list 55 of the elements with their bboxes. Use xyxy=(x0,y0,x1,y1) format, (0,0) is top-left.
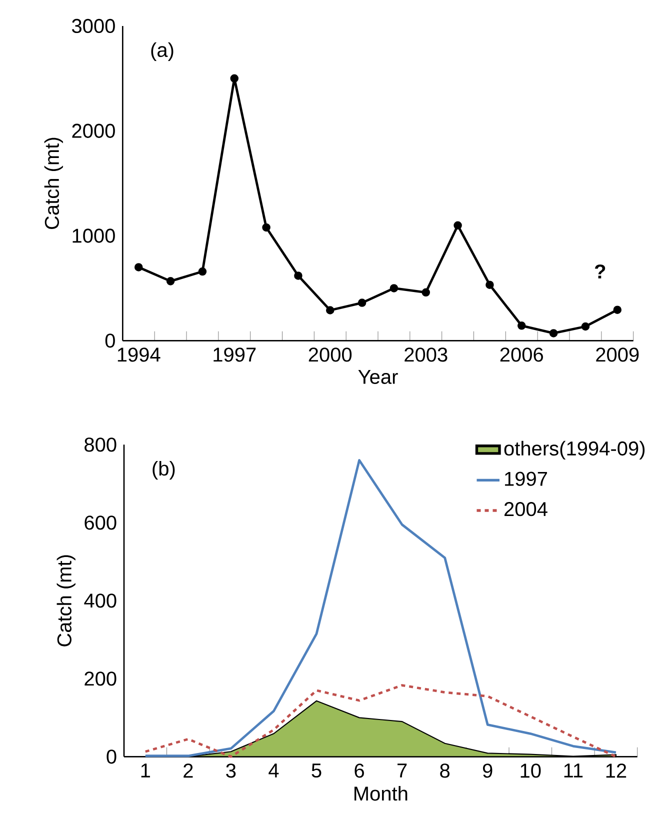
x-axis-title: Year xyxy=(358,370,398,384)
legend-label: 2004 xyxy=(504,502,548,516)
y-tick-label: 1000 xyxy=(72,228,115,243)
point xyxy=(134,263,143,272)
x-tick-label: 9 xyxy=(482,764,492,778)
point xyxy=(198,267,206,276)
point xyxy=(549,329,558,338)
legend-label: others(1994-09) xyxy=(504,440,644,460)
x-tick-label: 10 xyxy=(520,764,540,778)
line-series xyxy=(144,459,617,758)
x-tick-label: 4 xyxy=(268,764,278,778)
x-tick-label: 12 xyxy=(606,764,626,778)
x-tick-label: 1 xyxy=(141,764,150,778)
x-tick-label: 2000 xyxy=(308,348,352,362)
x-tick-label: 2 xyxy=(183,764,192,778)
y-tick-label: 3000 xyxy=(72,18,115,34)
x-tick-label: 6 xyxy=(354,764,364,778)
point xyxy=(422,288,430,297)
x-tick-label: 11 xyxy=(564,764,582,778)
x-tick-label: 2009 xyxy=(596,348,638,362)
point xyxy=(453,221,462,230)
x-tick-label: 1994 xyxy=(118,348,160,362)
point xyxy=(485,280,494,289)
point xyxy=(581,322,590,331)
x-tick-label: 3 xyxy=(226,764,236,778)
text: (a) xyxy=(151,42,173,61)
point xyxy=(294,272,302,280)
point xyxy=(262,223,270,232)
point xyxy=(166,277,174,286)
y-axis-title: Catch (mt) xyxy=(56,555,76,646)
y-tick-label: 400 xyxy=(84,594,116,608)
x-axis-title: Month xyxy=(354,786,407,801)
point xyxy=(326,306,334,314)
text: (b) xyxy=(152,460,174,480)
annotation: ? xyxy=(594,264,605,278)
x-tick-label: 8 xyxy=(440,764,450,778)
y-tick-label: 600 xyxy=(84,516,116,530)
x-tick-label: 5 xyxy=(312,764,321,778)
y-axis-title: Catch (mt) xyxy=(44,138,63,229)
point xyxy=(230,74,238,83)
y-tick-label: 0 xyxy=(106,750,116,764)
line-series xyxy=(144,684,617,758)
y-tick-label: 0 xyxy=(105,334,115,348)
point xyxy=(517,322,526,330)
y-tick-label: 800 xyxy=(84,438,116,452)
x-tick-label: 2003 xyxy=(404,348,448,362)
x-tick-label: 1997 xyxy=(213,348,256,362)
point xyxy=(613,306,622,314)
y-tick-label: 2000 xyxy=(72,124,115,138)
x-tick-label: 7 xyxy=(397,764,406,778)
point xyxy=(390,284,398,292)
y-tick-label: 200 xyxy=(84,672,116,686)
x-tick-label: 2006 xyxy=(500,348,543,362)
legend-label: 1997 xyxy=(504,472,547,486)
point xyxy=(358,298,366,307)
